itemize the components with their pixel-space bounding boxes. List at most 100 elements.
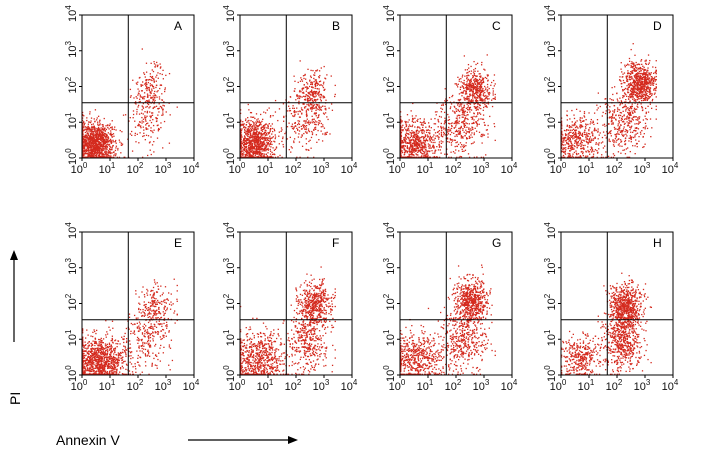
data-point xyxy=(249,149,252,151)
data-point xyxy=(101,148,103,150)
data-point xyxy=(155,84,158,87)
data-point xyxy=(88,149,90,152)
data-point xyxy=(574,130,577,132)
data-point xyxy=(416,138,418,141)
data-point xyxy=(318,93,320,95)
data-point xyxy=(157,114,159,116)
data-point xyxy=(303,102,305,104)
data-point xyxy=(90,141,93,143)
data-point xyxy=(289,110,292,112)
data-point xyxy=(434,152,436,154)
data-point xyxy=(264,112,267,114)
data-point xyxy=(457,133,459,136)
data-point xyxy=(463,145,466,148)
data-point xyxy=(311,93,314,95)
data-point xyxy=(405,138,408,140)
data-point xyxy=(244,154,247,157)
data-point xyxy=(478,95,481,98)
data-point xyxy=(109,140,111,142)
data-point xyxy=(261,147,263,150)
data-point xyxy=(448,118,451,121)
data-point xyxy=(459,99,461,102)
data-point xyxy=(417,118,419,121)
data-point xyxy=(106,156,109,158)
data-point xyxy=(474,127,476,129)
data-point xyxy=(409,140,411,143)
data-point xyxy=(253,124,255,126)
data-point xyxy=(100,130,102,132)
data-point xyxy=(455,141,457,144)
data-point xyxy=(468,107,471,109)
data-point xyxy=(457,114,460,116)
data-point xyxy=(99,135,101,137)
data-point xyxy=(100,137,103,140)
data-point xyxy=(99,137,101,140)
x-tick-label: 100 xyxy=(71,161,88,176)
data-point xyxy=(434,117,436,120)
data-point xyxy=(304,128,306,130)
data-point xyxy=(145,88,147,90)
data-point xyxy=(97,124,99,126)
data-point xyxy=(485,129,488,131)
data-point xyxy=(411,151,413,153)
data-point xyxy=(148,142,151,144)
data-point xyxy=(116,156,119,158)
data-point xyxy=(246,129,248,131)
data-point xyxy=(494,96,496,98)
data-point xyxy=(81,151,84,153)
data-point xyxy=(467,105,469,107)
data-point xyxy=(96,134,98,137)
data-point xyxy=(252,138,254,141)
data-point xyxy=(453,105,455,108)
data-point xyxy=(83,123,85,126)
data-point xyxy=(242,140,244,142)
data-point xyxy=(460,135,463,137)
data-point xyxy=(143,129,145,131)
data-point xyxy=(306,108,308,111)
data-point xyxy=(81,147,84,150)
data-point xyxy=(282,103,285,105)
data-point xyxy=(104,142,107,145)
data-point xyxy=(324,132,326,134)
data-point xyxy=(82,140,85,143)
data-point xyxy=(308,103,310,105)
data-point xyxy=(81,122,84,125)
data-point xyxy=(466,98,468,101)
data-point xyxy=(264,126,266,128)
data-point xyxy=(111,136,114,138)
y-tick-label: 103 xyxy=(222,41,237,58)
data-point xyxy=(568,137,571,139)
data-point xyxy=(465,93,468,95)
data-point xyxy=(249,131,251,134)
data-point xyxy=(448,156,450,158)
data-point xyxy=(480,85,483,88)
data-point xyxy=(412,149,414,152)
data-point xyxy=(487,80,489,82)
data-point xyxy=(97,150,99,152)
data-point xyxy=(325,133,328,136)
data-point xyxy=(97,144,99,146)
data-point xyxy=(467,95,469,98)
data-point xyxy=(561,140,563,142)
data-point xyxy=(587,146,589,148)
data-point xyxy=(458,117,461,119)
data-point xyxy=(239,140,242,143)
data-point xyxy=(245,150,247,152)
data-point xyxy=(112,139,114,141)
data-point xyxy=(480,87,483,89)
data-point xyxy=(255,146,258,148)
data-point xyxy=(153,63,156,65)
data-point xyxy=(266,144,268,146)
data-point xyxy=(428,122,430,124)
data-point xyxy=(318,88,320,90)
data-point xyxy=(153,129,155,131)
data-point xyxy=(288,101,290,103)
data-point xyxy=(98,146,100,148)
data-point xyxy=(470,143,473,145)
data-point xyxy=(436,135,439,137)
data-point xyxy=(319,120,321,122)
data-point xyxy=(407,127,409,129)
data-point xyxy=(265,137,267,139)
data-point xyxy=(487,133,489,135)
